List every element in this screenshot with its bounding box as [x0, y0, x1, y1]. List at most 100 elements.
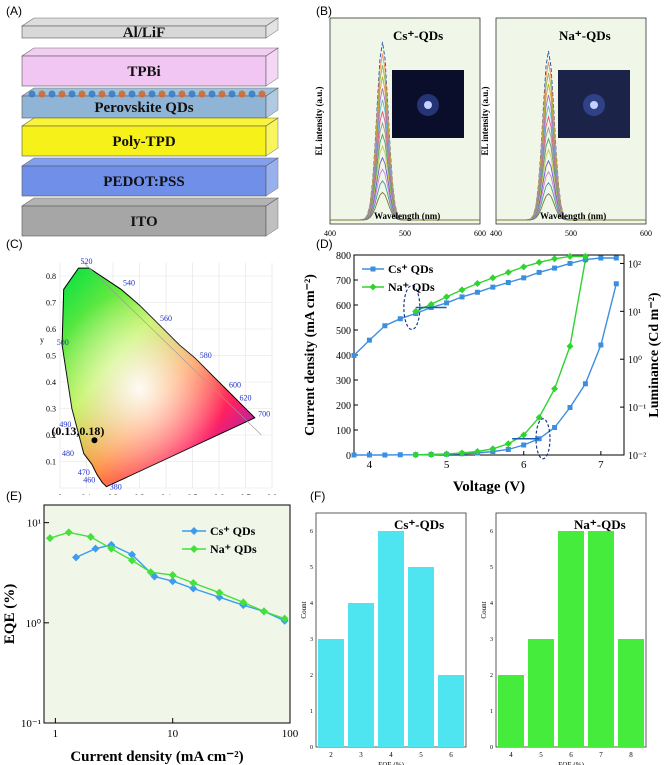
data-point	[444, 300, 450, 306]
x-axis-letter: x	[174, 493, 178, 495]
legend-marker	[369, 283, 377, 291]
histogram-cs: 2 3 4 5 6 0 1 2 3 4 5 6 Cs⁺-QDs EQE (%) Count	[300, 512, 467, 765]
layer-front-face	[21, 55, 267, 87]
legend-marker	[370, 266, 376, 272]
y-tick-label: 4	[490, 601, 493, 607]
plot-title: Na⁺-QDs	[574, 517, 626, 532]
data-point	[582, 381, 588, 387]
x-tick-label: 5	[539, 751, 543, 759]
plot-title: Na⁺-QDs	[559, 28, 611, 43]
data-point	[280, 614, 289, 623]
legend-label: Na⁺ QDs	[388, 280, 435, 294]
data-point	[520, 263, 528, 271]
data-point	[72, 553, 81, 562]
qd-particle	[238, 90, 246, 98]
wavelength-mark: 490	[59, 420, 71, 429]
qd-particle	[208, 90, 216, 98]
x-tick-label: 6	[521, 459, 527, 471]
data-point	[567, 405, 573, 410]
panel-d-label: (D)	[316, 237, 333, 251]
data-point	[168, 577, 177, 586]
wavelength-mark: 560	[160, 314, 172, 323]
wavelength-mark: 470	[78, 468, 90, 477]
data-point	[239, 598, 248, 607]
data-point	[351, 452, 357, 458]
layer-label: PEDOT:PSS	[103, 174, 184, 190]
wavelength-mark: 600	[229, 380, 241, 389]
wavelength-mark: 620	[240, 394, 252, 403]
data-point	[427, 300, 435, 308]
y-tick-label: 3	[490, 637, 493, 643]
y-axis-label: Count	[480, 601, 488, 618]
x-tick-label: 7	[599, 751, 603, 759]
data-point	[215, 593, 224, 602]
x-tick-label: 600	[474, 229, 486, 238]
y-tick-label: 1	[310, 709, 313, 715]
data-point	[427, 451, 435, 458]
data-point	[168, 571, 177, 580]
y-axis-label: EL intensity (a.u.)	[314, 86, 324, 155]
qd-particle	[108, 90, 116, 98]
y-tick-label: 0.5	[46, 352, 56, 361]
data-point	[189, 584, 198, 593]
x-tick-label: 6	[449, 751, 453, 759]
data-point	[366, 452, 372, 458]
y-axis-label: EL intensity (a.u.)	[480, 86, 490, 155]
qd-particle	[68, 90, 76, 98]
y2-tick-label: 10⁰	[628, 355, 642, 366]
data-point	[535, 414, 543, 421]
data-point	[490, 284, 496, 290]
panel-c-label: (C)	[6, 237, 23, 251]
x-tick-label: 0.7	[241, 493, 251, 495]
eqe-chart: 1 10 100 10⁻¹ 10⁰ 10¹ Cs⁺ QDs Na⁺ QDs Current de…	[2, 504, 299, 765]
data-point	[189, 578, 198, 587]
histogram-bar	[318, 639, 344, 747]
data-point	[91, 544, 100, 553]
emission-spot	[424, 101, 432, 109]
x-tick-label: 2	[329, 751, 333, 759]
qd-particle	[48, 90, 56, 98]
data-point	[566, 342, 574, 350]
qd-particle	[58, 90, 66, 98]
el-plot-na: Na⁺-QDs 400 500 600 Wavelength (nm) EL intens…	[480, 17, 652, 238]
data-point	[458, 449, 466, 457]
data-point	[107, 544, 116, 553]
x-tick-label: 4	[367, 459, 373, 471]
data-point	[128, 550, 137, 559]
emission-glow	[417, 94, 439, 116]
layer-label: Poly-TPD	[112, 134, 175, 150]
data-point	[128, 556, 137, 565]
y2-tick-label: 10¹	[628, 307, 641, 318]
data-point	[489, 274, 497, 282]
x-tick-label: 4	[389, 751, 393, 759]
coordinate-label: (0.13,0.18)	[51, 424, 104, 438]
qd-particle	[198, 90, 206, 98]
spectrum-line	[330, 191, 480, 221]
y-tick-label: 5	[310, 565, 313, 571]
layer-top-face	[21, 117, 279, 127]
qd-particle	[158, 90, 166, 98]
layer-al-lif: Al/LiF	[21, 17, 279, 41]
histogram-bar	[528, 639, 554, 747]
y-tick-label: 6	[490, 529, 493, 535]
y2-tick-label: 10⁻¹	[628, 403, 646, 414]
wavelength-mark: 480	[62, 449, 74, 458]
data-point	[443, 293, 451, 301]
qd-particle	[258, 90, 266, 98]
y-tick-label: 1	[490, 709, 493, 715]
panel-b-label: (B)	[316, 4, 332, 18]
x-tick-label: 0.3	[135, 493, 145, 495]
data-point	[473, 280, 481, 288]
x-tick-label: 500	[565, 229, 577, 238]
data-point	[397, 452, 403, 458]
x-tick-label: 5	[419, 751, 423, 759]
x-tick-label: 1	[53, 728, 59, 740]
panel-a-label: (A)	[6, 4, 22, 18]
plot-title: Cs⁺-QDs	[394, 517, 444, 532]
qd-particle	[138, 90, 146, 98]
qd-particle	[188, 90, 196, 98]
data-point	[473, 448, 481, 455]
x-tick-label: 0.4	[161, 493, 171, 495]
data-point	[459, 294, 465, 300]
x-tick-label: 6	[569, 751, 573, 759]
